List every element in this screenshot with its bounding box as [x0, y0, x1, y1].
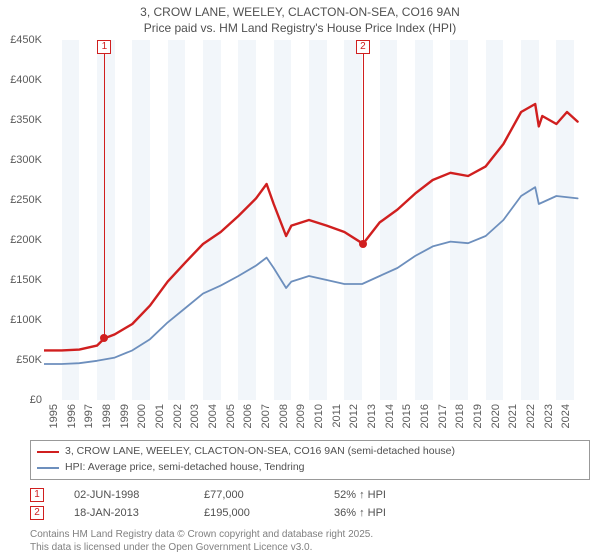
series-hpi — [44, 187, 578, 364]
x-tick-label: 2011 — [331, 404, 343, 428]
x-tick-label: 2004 — [207, 404, 219, 428]
sale-price: £195,000 — [204, 507, 304, 519]
x-tick-label: 2024 — [560, 404, 572, 428]
sales-table: 1 02-JUN-1998 £77,000 52% ↑ HPI 2 18-JAN-2013… — [30, 486, 590, 522]
chart-container: 3, CROW LANE, WEELEY, CLACTON-ON-SEA, CO… — [0, 0, 600, 560]
x-tick-label: 2023 — [543, 404, 555, 428]
legend-swatch — [37, 451, 59, 453]
y-tick-label: £350K — [0, 114, 42, 126]
x-tick-label: 2009 — [295, 404, 307, 428]
sale-marker-box: 1 — [97, 40, 111, 54]
y-tick-label: £150K — [0, 274, 42, 286]
x-tick-label: 2014 — [384, 404, 396, 428]
x-tick-label: 2021 — [507, 404, 519, 428]
sale-marker-line — [363, 52, 364, 244]
footer-attribution: Contains HM Land Registry data © Crown c… — [30, 528, 590, 555]
x-tick-label: 2012 — [348, 404, 360, 428]
x-tick-label: 2019 — [472, 404, 484, 428]
y-tick-label: £200K — [0, 234, 42, 246]
sale-marker-dot — [100, 334, 108, 342]
x-tick-label: 2000 — [136, 404, 148, 428]
x-tick-label: 2005 — [225, 404, 237, 428]
x-tick-label: 2013 — [366, 404, 378, 428]
chart-titles: 3, CROW LANE, WEELEY, CLACTON-ON-SEA, CO… — [0, 0, 600, 36]
footer-line-2: This data is licensed under the Open Gov… — [30, 541, 590, 555]
legend-swatch — [37, 467, 59, 469]
y-tick-label: £50K — [0, 354, 42, 366]
legend-item: HPI: Average price, semi-detached house,… — [37, 460, 583, 476]
footer-line-1: Contains HM Land Registry data © Crown c… — [30, 528, 590, 542]
x-tick-label: 2015 — [401, 404, 413, 428]
sale-date: 02-JUN-1998 — [74, 489, 174, 501]
y-tick-label: £300K — [0, 154, 42, 166]
sale-row: 2 18-JAN-2013 £195,000 36% ↑ HPI — [30, 504, 590, 522]
x-tick-label: 2008 — [278, 404, 290, 428]
plot-area: 12 — [44, 40, 590, 400]
sale-marker-box: 2 — [356, 40, 370, 54]
x-tick-label: 1998 — [101, 404, 113, 428]
x-tick-label: 2022 — [525, 404, 537, 428]
y-tick-label: £400K — [0, 74, 42, 86]
x-tick-label: 2006 — [242, 404, 254, 428]
x-tick-label: 1997 — [83, 404, 95, 428]
below-chart: 3, CROW LANE, WEELEY, CLACTON-ON-SEA, CO… — [30, 440, 590, 555]
x-tick-label: 1995 — [48, 404, 60, 428]
sale-pct-vs-hpi: 36% ↑ HPI — [334, 507, 474, 519]
x-tick-label: 1999 — [119, 404, 131, 428]
sale-pct-vs-hpi: 52% ↑ HPI — [334, 489, 474, 501]
x-tick-label: 2016 — [419, 404, 431, 428]
x-tick-label: 2007 — [260, 404, 272, 428]
x-tick-label: 2010 — [313, 404, 325, 428]
x-tick-label: 2018 — [454, 404, 466, 428]
chart-svg — [44, 40, 590, 400]
x-tick-label: 2020 — [490, 404, 502, 428]
legend-box: 3, CROW LANE, WEELEY, CLACTON-ON-SEA, CO… — [30, 440, 590, 480]
series-price_paid — [44, 104, 578, 350]
legend-item: 3, CROW LANE, WEELEY, CLACTON-ON-SEA, CO… — [37, 444, 583, 460]
x-tick-label: 2003 — [189, 404, 201, 428]
y-tick-label: £100K — [0, 314, 42, 326]
x-tick-label: 2001 — [154, 404, 166, 428]
title-subtitle: Price paid vs. HM Land Registry's House … — [0, 20, 600, 36]
x-tick-label: 2017 — [437, 404, 449, 428]
sale-marker-dot — [359, 240, 367, 248]
sale-row: 1 02-JUN-1998 £77,000 52% ↑ HPI — [30, 486, 590, 504]
legend-label: HPI: Average price, semi-detached house,… — [65, 460, 305, 476]
x-tick-label: 2002 — [172, 404, 184, 428]
y-tick-label: £250K — [0, 194, 42, 206]
sale-date: 18-JAN-2013 — [74, 507, 174, 519]
y-tick-label: £0 — [0, 394, 42, 406]
title-address: 3, CROW LANE, WEELEY, CLACTON-ON-SEA, CO… — [0, 4, 600, 20]
y-tick-label: £450K — [0, 34, 42, 46]
x-tick-label: 1996 — [66, 404, 78, 428]
legend-label: 3, CROW LANE, WEELEY, CLACTON-ON-SEA, CO… — [65, 444, 455, 460]
sale-price: £77,000 — [204, 489, 304, 501]
sale-index-box: 1 — [30, 488, 44, 502]
sale-marker-line — [104, 52, 105, 338]
sale-index-box: 2 — [30, 506, 44, 520]
